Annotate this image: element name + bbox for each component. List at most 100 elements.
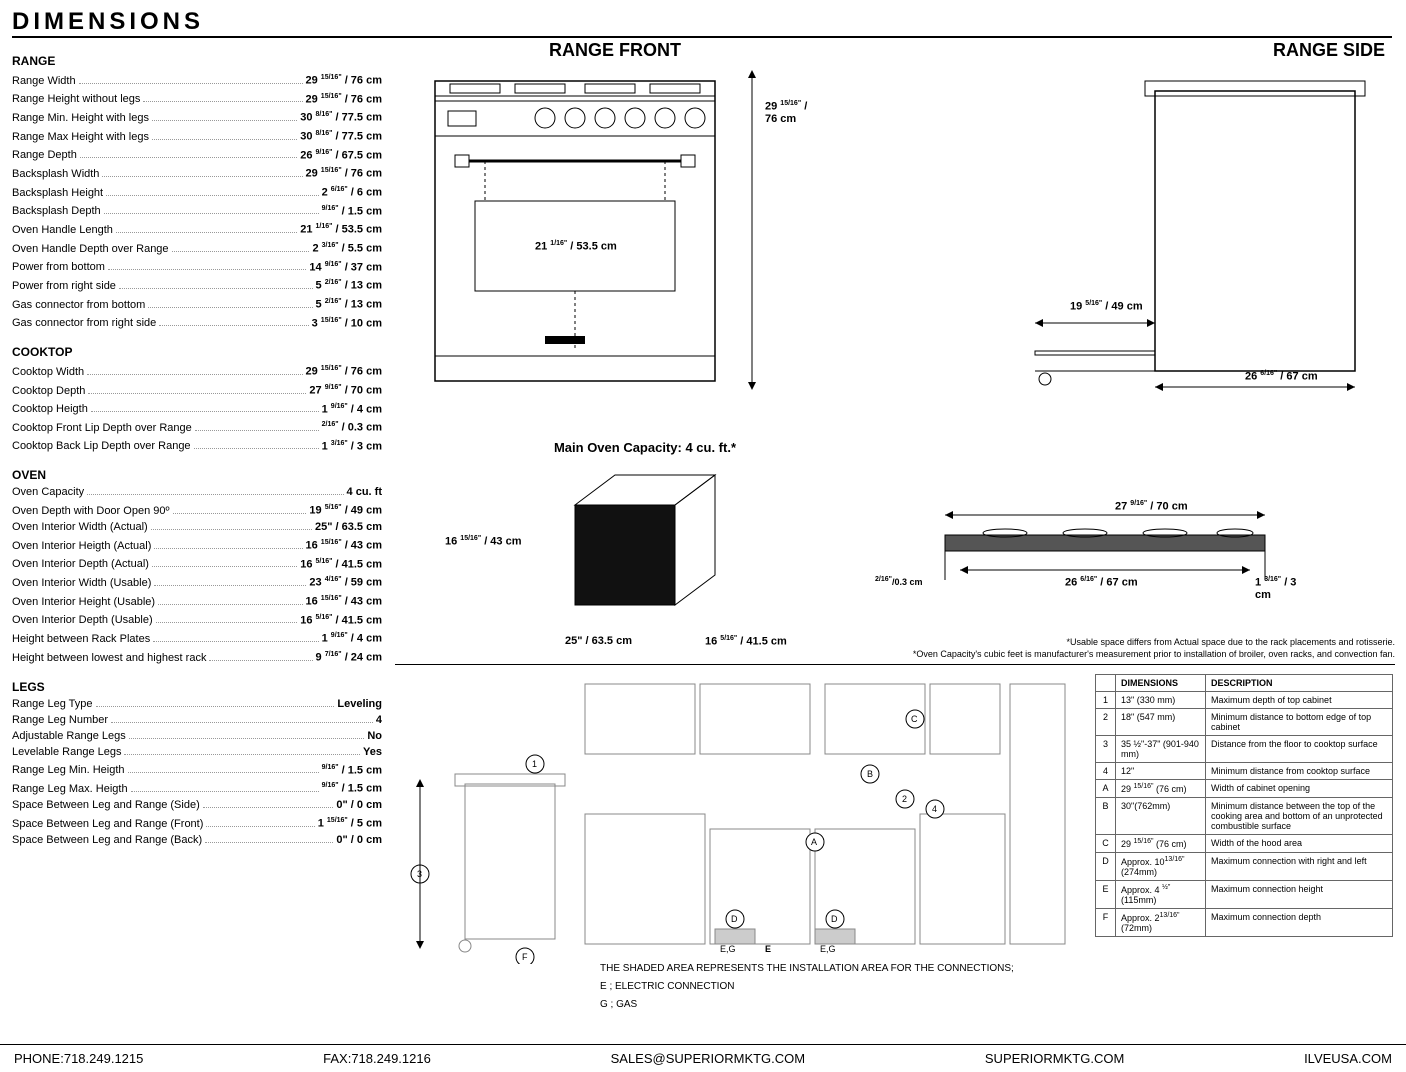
dim-dots: [154, 548, 302, 549]
install-cell: 1: [1096, 692, 1116, 709]
install-cell: B: [1096, 798, 1116, 835]
svg-text:2: 2: [902, 794, 907, 804]
dim-row: Range Height without legs29 15/16" / 76 …: [12, 89, 382, 108]
dim-dots: [143, 101, 302, 102]
footnote-1: *Usable space differs from Actual space …: [395, 636, 1395, 648]
dim-value: 14 9/16" / 37 cm: [309, 257, 382, 276]
dim-label: Range Max Height with legs: [12, 129, 149, 145]
dim-row: Oven Interior Depth (Usable)16 5/16" / 4…: [12, 610, 382, 629]
dim-label: Oven Depth with Door Open 90º: [12, 503, 170, 519]
dim-dots: [119, 288, 313, 289]
svg-text:A: A: [811, 837, 817, 847]
dim-label: Space Between Leg and Range (Back): [12, 832, 202, 848]
dim-row: Power from bottom 14 9/16" / 37 cm: [12, 257, 382, 276]
install-cell: 29 15/16" (76 cm): [1116, 835, 1206, 853]
dim-dots: [173, 513, 307, 514]
page-footer: PHONE:718.249.1215 FAX:718.249.1216 SALE…: [0, 1044, 1406, 1072]
dim-row: Oven Interior Depth (Actual)16 5/16" / 4…: [12, 554, 382, 573]
dim-dots: [116, 232, 297, 233]
cooktop-top-dim: 27 9/16" / 70 cm: [1115, 500, 1188, 513]
dim-label: Gas connector from bottom: [12, 297, 145, 313]
dim-dots: [203, 807, 334, 808]
dim-label: Oven Handle Depth over Range: [12, 241, 169, 257]
section-title-legs: LEGS: [12, 680, 382, 694]
dim-row: Adjustable Range LegsNo: [12, 728, 382, 744]
install-row: C29 15/16" (76 cm)Width of the hood area: [1096, 835, 1393, 853]
side-depth-2: 26 6/16" / 67 cm: [1245, 370, 1318, 383]
footer-email: SALES@SUPERIORMKTG.COM: [611, 1051, 806, 1066]
dim-row: Cooktop Width29 15/16" / 76 cm: [12, 361, 382, 380]
install-cell: Width of the hood area: [1206, 835, 1393, 853]
dim-row: Range Leg Max. Heigth9/16" / 1.5 cm: [12, 778, 382, 797]
dim-dots: [79, 83, 303, 84]
dim-value: 1 3/16" / 3 cm: [322, 436, 382, 455]
dim-arrow-height: [745, 70, 759, 390]
dim-label: Oven Interior Height (Usable): [12, 594, 155, 610]
dim-label: Backsplash Width: [12, 166, 99, 182]
install-row: A29 15/16" (76 cm)Width of cabinet openi…: [1096, 780, 1393, 798]
divider: [395, 664, 1395, 665]
install-cell: Minimum distance between the top of the …: [1206, 798, 1393, 835]
dim-label: Range Leg Min. Heigth: [12, 762, 125, 778]
dim-dots: [195, 430, 319, 431]
oven-capacity-title: Main Oven Capacity: 4 cu. ft.*: [455, 440, 835, 455]
dim-label: Gas connector from right side: [12, 315, 156, 331]
dim-row: Oven Depth with Door Open 90º19 5/16" / …: [12, 500, 382, 519]
dim-row: Power from right side5 2/16" / 13 cm: [12, 275, 382, 294]
dim-value: 16 15/16" / 43 cm: [306, 535, 383, 554]
dim-label: Cooktop Front Lip Depth over Range: [12, 420, 192, 436]
dim-row: Oven Handle Depth over Range2 3/16" / 5.…: [12, 238, 382, 257]
dim-label: Space Between Leg and Range (Front): [12, 816, 203, 832]
dim-label: Oven Handle Length: [12, 222, 113, 238]
install-note-main: THE SHADED AREA REPRESENTS THE INSTALLAT…: [600, 960, 1014, 978]
install-cell: Minimum distance to bottom edge of top c…: [1206, 709, 1393, 736]
dim-dots: [209, 660, 312, 661]
dim-dots: [88, 393, 306, 394]
dim-label: Power from bottom: [12, 259, 105, 275]
section-title-oven: OVEN: [12, 468, 382, 482]
install-cell: D: [1096, 853, 1116, 881]
diagram-area: RANGE FRONT: [395, 40, 1395, 660]
dim-row: Cooktop Depth27 9/16" / 70 cm: [12, 380, 382, 399]
dim-row: Gas connector from right side3 15/16" / …: [12, 313, 382, 332]
install-row: B30"(762mm)Minimum distance between the …: [1096, 798, 1393, 835]
range-side-svg: [1015, 61, 1375, 401]
dim-label: Power from right side: [12, 278, 116, 294]
dim-value: 25" / 63.5 cm: [315, 519, 382, 535]
dim-value: Yes: [363, 744, 382, 760]
dim-label: Levelable Range Legs: [12, 744, 121, 760]
dim-row: Range Width29 15/16" / 76 cm: [12, 70, 382, 89]
install-cell: 12": [1116, 763, 1206, 780]
dim-label: Height between lowest and highest rack: [12, 650, 206, 666]
range-front-title: RANGE FRONT: [415, 40, 815, 61]
dim-row: Backsplash Depth9/16" / 1.5 cm: [12, 201, 382, 220]
dim-dots: [111, 722, 373, 723]
dim-row: Range Leg Min. Heigth 9/16" / 1.5 cm: [12, 760, 382, 779]
install-cell: Approx. 213/16" (72mm): [1116, 909, 1206, 937]
dim-dots: [172, 251, 310, 252]
install-note-g: G ; GAS: [600, 996, 1014, 1014]
footer-web1: SUPERIORMKTG.COM: [985, 1051, 1124, 1066]
dim-value: 21 1/16" / 53.5 cm: [300, 219, 382, 238]
dim-row: Height between lowest and highest rack9 …: [12, 647, 382, 666]
dim-value: 9/16" / 1.5 cm: [322, 760, 382, 779]
dim-row: Range Depth26 9/16" / 67.5 cm: [12, 145, 382, 164]
install-cell: 4: [1096, 763, 1116, 780]
dim-value: 9/16" / 1.5 cm: [322, 201, 382, 220]
dim-label: Cooktop Width: [12, 364, 84, 380]
dim-label: Space Between Leg and Range (Side): [12, 797, 200, 813]
dim-dots: [156, 622, 298, 623]
install-svg: 1 B 2 4 A C 3 F D D E,GE E,G: [395, 674, 1075, 964]
footnote-block: *Usable space differs from Actual space …: [395, 636, 1395, 660]
dim-dots: [129, 738, 365, 739]
dim-label: Range Depth: [12, 147, 77, 163]
svg-text:E,G: E,G: [720, 944, 736, 954]
dim-value: 29 15/16" / 76 cm: [306, 163, 383, 182]
range-front-diagram: RANGE FRONT: [415, 40, 815, 404]
front-handle-label: 21 1/16" / 53.5 cm: [535, 240, 617, 253]
install-cell: F: [1096, 909, 1116, 937]
dim-dots: [148, 307, 312, 308]
svg-text:E,G: E,G: [820, 944, 836, 954]
dim-dots: [206, 826, 314, 827]
dim-label: Cooktop Heigth: [12, 401, 88, 417]
